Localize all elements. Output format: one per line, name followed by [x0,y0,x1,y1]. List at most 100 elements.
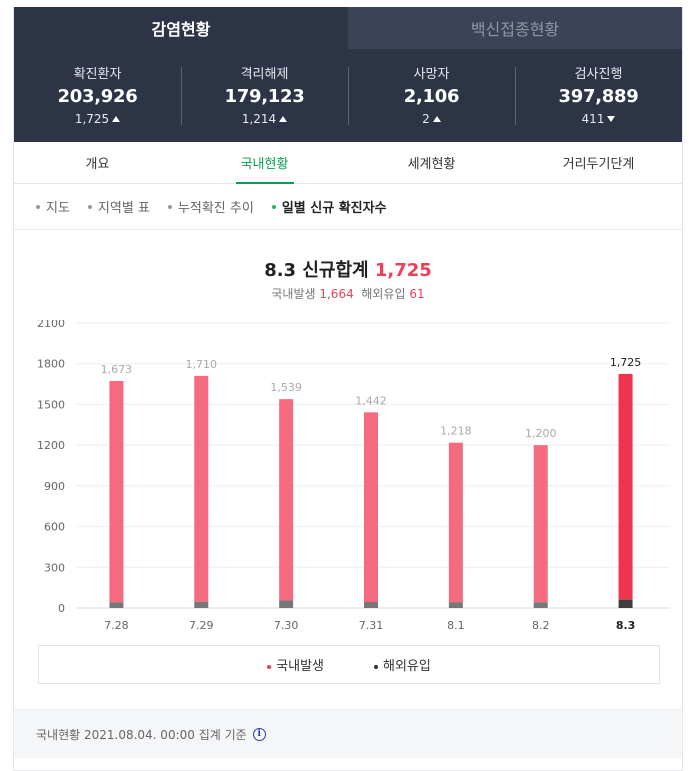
stat-label: 격리해제 [240,67,289,82]
info-icon[interactable]: i [252,727,266,741]
bar-total-label: 1,539 [270,381,302,394]
bullet-icon [167,204,172,209]
bar-overseas [364,602,378,608]
arrow-down-icon [607,116,616,122]
stat-change-value: 1,214 [241,112,277,126]
stat-label: 검사진행 [574,67,623,82]
overseas-value: 61 [409,287,425,301]
bar-domestic [194,375,209,602]
legend-dot-icon [267,664,272,669]
bar-total-label: 1,200 [525,427,557,440]
filter-label: 지도 [46,201,70,216]
bar-overseas [109,602,124,608]
filter-label: 지역별 표 [97,201,150,216]
stat-label: 사망자 [413,67,450,82]
stat-value: 179,123 [224,86,305,107]
y-tick-label: 0 [58,602,65,615]
stat-confirmed: 확진환자 203,926 1,725 [14,63,181,142]
chart-title-prefix: 8.3 신규합계 [264,260,369,281]
tab-vaccination-status[interactable]: 백신접종현황 [348,7,682,49]
x-tick-label: 8.1 [447,619,465,632]
stat-change: 411 [582,112,616,126]
filter-map[interactable]: 지도 [36,197,70,216]
x-tick-label: 7.30 [274,619,299,632]
stat-value: 2,106 [403,86,460,107]
x-tick-label: 8.3 [616,619,636,632]
bar-total-label: 1,218 [440,425,472,438]
x-tick-label: 7.28 [104,619,129,632]
stat-change: 1,725 [74,112,121,126]
legend-label: 국내발생 [276,659,324,674]
legend-item-domestic: 국내발생 [267,655,324,674]
stat-value: 397,889 [558,86,639,107]
tab-domestic[interactable]: 국내현황 [181,142,348,183]
chart-subtitle: 국내발생 1,664 해외유입 61 [14,285,682,302]
main-tabs: 감염현황 백신접종현황 [14,7,682,49]
daily-cases-chart-panel: 8.3 신규합계 1,725 국내발생 1,664 해외유입 61 0 300 60… [14,230,682,710]
legend-label: 해외유입 [383,659,431,674]
bullet-icon [36,204,40,209]
arrow-up-icon [112,116,121,122]
bullet-icon [87,204,92,209]
stat-change-value: 1,725 [74,112,110,126]
stat-value: 203,926 [57,86,138,107]
bar-overseas [448,602,463,608]
chart-title-total: 1,725 [374,260,432,281]
bar-domestic [364,412,378,603]
legend-dot-icon [374,664,378,669]
arrow-up-icon [279,116,288,122]
stat-change: 2 [422,112,441,126]
view-filters: 지도 지역별 표 누적확진 추이 일별 신규 확진자수 [14,184,682,230]
stat-change: 1,214 [241,112,288,126]
filter-region-table[interactable]: 지역별 표 [87,197,150,216]
bar-overseas [279,600,294,608]
stat-deaths: 사망자 2,106 2 [348,63,515,142]
chart-title: 8.3 신규합계 1,725 [14,256,682,282]
chart-legend: 국내발생 해외유입 [38,645,660,684]
x-tick-label: 7.29 [189,619,214,632]
stat-label: 확진환자 [73,67,122,82]
x-tick-label: 7.31 [359,619,384,632]
bar-domestic [109,380,124,603]
bar-overseas [194,601,209,608]
stat-change-value: 411 [581,112,605,126]
legend-item-overseas: 해외유입 [374,655,431,674]
y-tick-label: 1800 [37,358,65,371]
bar-domestic [279,399,294,601]
bar-total-label: 1,710 [186,358,218,371]
y-tick-label: 900 [44,480,65,493]
filter-daily-new-cases[interactable]: 일별 신규 확진자수 [271,197,387,216]
bar-total-label: 1,725 [610,356,642,369]
y-tick-label: 1200 [37,439,65,452]
tab-infection-status[interactable]: 감염현황 [14,7,348,49]
tab-overview[interactable]: 개요 [85,157,110,172]
stat-change-value: 2 [422,112,430,126]
filter-cumulative-trend[interactable]: 누적확진 추이 [167,197,254,216]
bar-total-label: 1,673 [101,363,133,376]
y-tick-label: 1500 [37,398,65,411]
stat-testing: 검사진행 397,889 411 [515,63,682,142]
status-header: 감염현황 백신접종현황 확진환자 203,926 1,725 격리해제 179,… [14,7,682,142]
tab-world[interactable]: 세계현황 [407,157,456,172]
bar-overseas [618,599,633,608]
y-tick-label: 2100 [37,320,65,330]
y-tick-label: 600 [44,521,65,534]
sub-navigation: 개요 국내현황 세계현황 거리두기단계 [14,142,682,184]
daily-cases-bar-chart: 0 300 600 900 1200 1500 1800 2100 1,673 7.28 1,710… [37,320,670,632]
filter-label: 일별 신규 확진자수 [281,201,387,216]
bar-domestic [448,442,463,603]
bar-total-label: 1,442 [355,394,387,407]
filter-label: 누적확진 추이 [177,201,254,216]
data-timestamp-footer: 국내현황 2021.08.04. 00:00 집계 기준 i [14,710,682,758]
bullet-icon [271,204,276,209]
x-tick-label: 8.2 [532,619,550,632]
bar-domestic [618,373,633,600]
domestic-value: 1,664 [319,287,354,301]
bar-overseas [533,602,548,608]
stat-released: 격리해제 179,123 1,214 [181,63,348,142]
bar-domestic [533,445,548,603]
arrow-up-icon [432,116,441,122]
domestic-label: 국내발생 [271,287,316,301]
tab-distancing-level[interactable]: 거리두기단계 [562,157,635,172]
covid-status-widget: 감염현황 백신접종현황 확진환자 203,926 1,725 격리해제 179,… [13,7,683,771]
